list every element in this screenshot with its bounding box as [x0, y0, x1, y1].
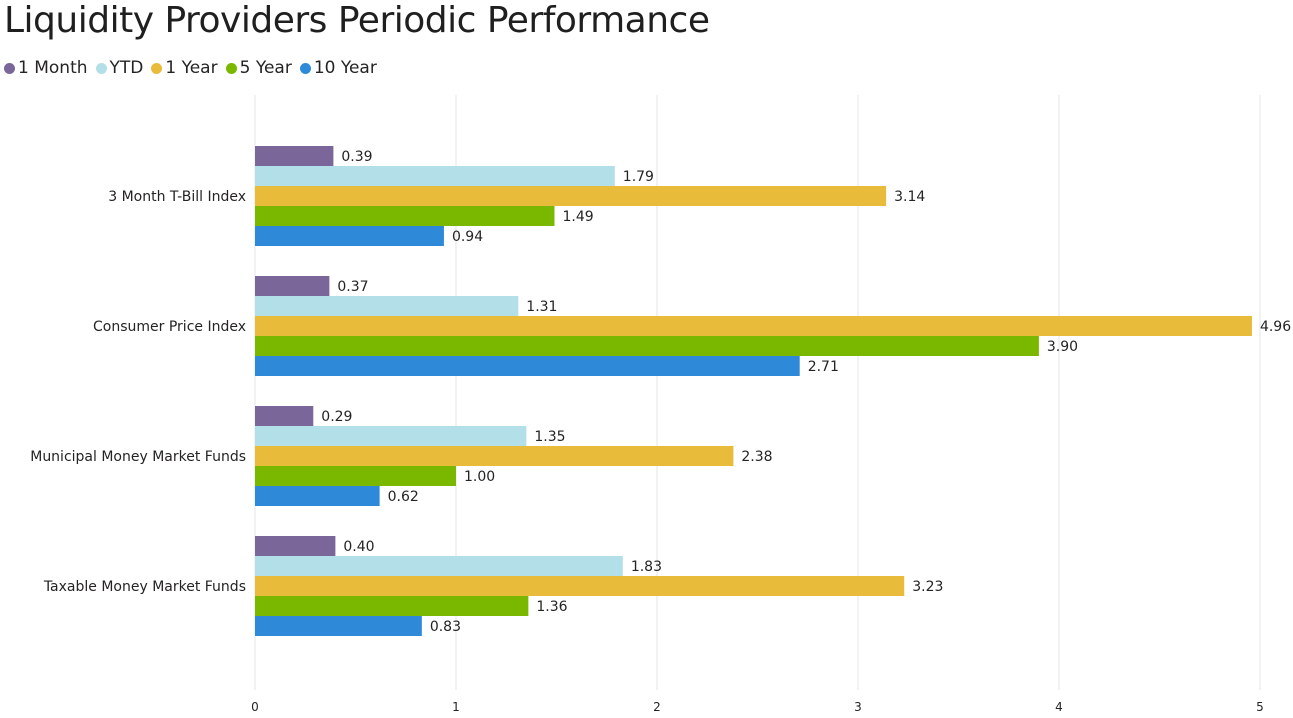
- bar-10-year[interactable]: [255, 486, 380, 506]
- legend-label-1-month: 1 Month: [18, 58, 88, 78]
- bar-1-year[interactable]: [255, 576, 905, 596]
- x-tick-label: 3: [854, 700, 862, 714]
- data-label: 2.38: [741, 449, 772, 465]
- legend-item-10-year[interactable]: 10 Year: [299, 58, 377, 78]
- x-tick-label: 2: [653, 700, 661, 714]
- data-label: 1.49: [562, 209, 593, 225]
- data-label: 1.31: [526, 299, 557, 315]
- bar-ytd[interactable]: [255, 426, 527, 446]
- bar-10-year[interactable]: [255, 226, 444, 246]
- bar-10-year[interactable]: [255, 616, 422, 636]
- x-tick-label: 4: [1055, 700, 1063, 714]
- data-label: 2.71: [808, 359, 839, 375]
- legend: 1 Month YTD 1 Year 5 Year 10 Year: [4, 58, 385, 78]
- bar-1-month[interactable]: [255, 406, 314, 426]
- legend-marker-ytd: [95, 62, 107, 74]
- data-label: 0.83: [430, 619, 461, 635]
- data-label: 0.37: [337, 279, 368, 295]
- legend-label-5-year: 5 Year: [239, 58, 292, 78]
- legend-marker-1-month: [4, 62, 15, 74]
- bar-10-year[interactable]: [255, 356, 800, 376]
- data-label: 4.96: [1260, 319, 1291, 335]
- legend-item-ytd[interactable]: YTD: [95, 58, 144, 78]
- category-labels: 3 Month T-Bill Index Consumer Price Index…: [30, 189, 246, 595]
- bar-5-year[interactable]: [255, 466, 456, 486]
- category-label: Municipal Money Market Funds: [30, 449, 246, 465]
- legend-marker-1-year: [151, 62, 163, 74]
- bar-1-year[interactable]: [255, 186, 887, 206]
- bar-1-month[interactable]: [255, 146, 334, 166]
- category-label: Taxable Money Market Funds: [43, 579, 246, 595]
- data-label: 3.14: [894, 189, 925, 205]
- data-label: 0.39: [341, 149, 372, 165]
- legend-label-ytd: YTD: [109, 58, 144, 78]
- data-label: 1.79: [623, 169, 654, 185]
- x-tick-label: 5: [1256, 700, 1264, 714]
- bar-1-year[interactable]: [255, 316, 1252, 336]
- bar-ytd[interactable]: [255, 166, 615, 186]
- bar-ytd[interactable]: [255, 556, 623, 576]
- category-label: 3 Month T-Bill Index: [108, 189, 246, 205]
- bar-5-year[interactable]: [255, 206, 555, 226]
- legend-marker-5-year: [225, 62, 237, 74]
- chart-title: Liquidity Providers Periodic Performance: [4, 0, 710, 41]
- data-label: 0.94: [452, 229, 483, 245]
- x-tick-label: 1: [452, 700, 460, 714]
- bar-1-month[interactable]: [255, 536, 336, 556]
- legend-item-1-month[interactable]: 1 Month: [4, 58, 88, 78]
- data-label: 1.35: [534, 429, 565, 445]
- data-label: 3.90: [1047, 339, 1078, 355]
- bar-ytd[interactable]: [255, 296, 519, 316]
- bar-5-year[interactable]: [255, 336, 1039, 356]
- category-label: Consumer Price Index: [93, 319, 246, 335]
- legend-label-1-year: 1 Year: [165, 58, 218, 78]
- data-label: 1.00: [464, 469, 495, 485]
- data-label: 1.36: [536, 599, 567, 615]
- bar-1-month[interactable]: [255, 276, 330, 296]
- data-label: 0.40: [343, 539, 374, 555]
- bar-5-year[interactable]: [255, 596, 529, 616]
- legend-label-10-year: 10 Year: [313, 58, 377, 78]
- data-label: 3.23: [912, 579, 943, 595]
- x-axis-ticks: 0 1 2 3 4 5: [251, 700, 1264, 714]
- legend-item-5-year[interactable]: 5 Year: [225, 58, 292, 78]
- data-label: 0.29: [321, 409, 352, 425]
- bars: 0.39 1.79 3.14 1.49 0.94 0.37 1.31 4.96 3.90 2.71…: [255, 146, 1291, 636]
- legend-marker-10-year: [299, 62, 311, 74]
- data-label: 0.62: [388, 489, 419, 505]
- legend-item-1-year[interactable]: 1 Year: [151, 58, 218, 78]
- x-tick-label: 0: [251, 700, 259, 714]
- bar-1-year[interactable]: [255, 446, 734, 466]
- data-label: 1.83: [631, 559, 662, 575]
